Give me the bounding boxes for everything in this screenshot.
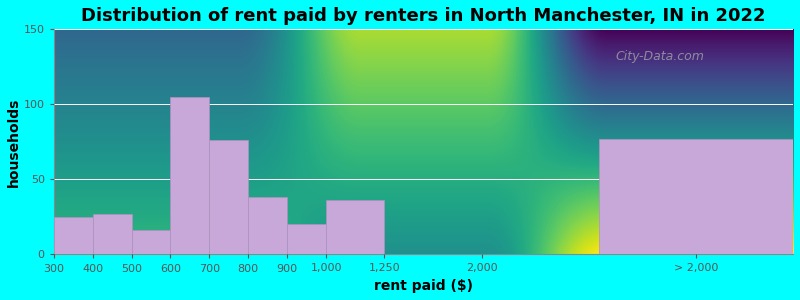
- Bar: [598, 139, 793, 254]
- Title: Distribution of rent paid by renters in North Manchester, IN in 2022: Distribution of rent paid by renters in …: [81, 7, 766, 25]
- Bar: [287, 224, 326, 254]
- Bar: [170, 97, 210, 254]
- Bar: [326, 200, 385, 254]
- Bar: [248, 197, 287, 254]
- Bar: [54, 217, 93, 254]
- Bar: [210, 140, 248, 254]
- X-axis label: rent paid ($): rent paid ($): [374, 279, 473, 293]
- Bar: [131, 230, 170, 254]
- Y-axis label: households: households: [7, 97, 21, 187]
- Bar: [93, 214, 131, 254]
- Text: City-Data.com: City-Data.com: [615, 50, 705, 63]
